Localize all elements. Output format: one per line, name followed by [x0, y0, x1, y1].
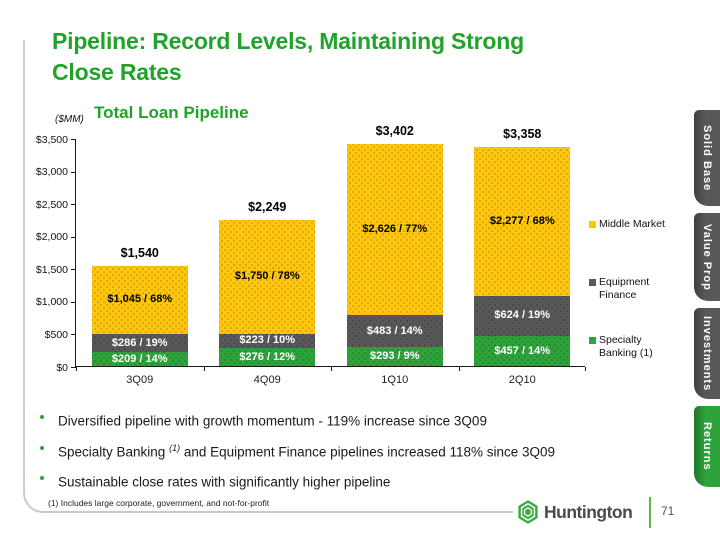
category-label: 3Q09 [126, 374, 154, 386]
bar-segment-label: $223 / 10% [239, 334, 296, 347]
x-tick-mark [458, 367, 460, 371]
legend-swatch-middle-market [589, 221, 596, 228]
legend-swatch-specialty-banking [589, 337, 596, 344]
legend-label: Middle Market [599, 218, 665, 230]
plot-area: $3,500 $3,000 $2,500 $2,000 $1,500 $1,000 $500… [36, 124, 586, 386]
side-tab-label: Solid Base [701, 124, 713, 192]
huntington-hexagon-icon [518, 500, 538, 524]
bullet-dot-icon [40, 476, 44, 480]
bar-segment-label: $457 / 14% [494, 344, 551, 357]
bar-total-label: $2,249 [248, 199, 287, 214]
bar-total-label: $1,540 [120, 245, 159, 260]
y-tick-mark [71, 334, 76, 336]
category-label: 4Q09 [253, 374, 281, 386]
legend-swatch-equipment-finance [589, 279, 596, 286]
bar-segment-label: $276 / 12% [239, 350, 296, 363]
bullet-item: Specialty Banking (1) and Equipment Fina… [38, 438, 686, 463]
bar-segment-label: $483 / 14% [366, 324, 423, 337]
legend-item-equipment-finance: Equipment Finance [589, 276, 679, 302]
y-tick-label: $3,000 [35, 166, 68, 179]
bar-segment-specialty-banking: $457 / 14% [474, 336, 571, 366]
bar-segment-label: $2,277 / 68% [489, 214, 555, 227]
bar-segment-label: $1,750 / 78% [234, 270, 300, 282]
y-tick-mark [71, 236, 76, 238]
bar-segment-specialty-banking: $293 / 9% [346, 346, 443, 366]
bullet-dot-icon [40, 445, 44, 450]
bar-segment-equipment-finance: $223 / 10% [219, 333, 316, 349]
bullet-item: Diversified pipeline with growth momentu… [38, 407, 686, 432]
legend-item-specialty-banking: Specialty Banking (1) [589, 334, 679, 360]
y-tick-label: $500 [44, 328, 68, 341]
side-tab-label: Value Prop [701, 223, 713, 291]
bar-segment-equipment-finance: $624 / 19% [474, 295, 571, 337]
x-tick-mark [585, 367, 586, 371]
side-tab-returns[interactable]: Returns [694, 406, 720, 487]
bar-segment-label: $2,626 / 77% [362, 223, 428, 236]
huntington-wordmark: Huntington [544, 501, 633, 522]
bar-segment-middle-market: $2,626 / 77% [346, 144, 443, 316]
y-tick-label: $2,000 [35, 231, 68, 244]
x-tick-mark [203, 367, 205, 371]
y-tick-label: $0 [56, 361, 68, 374]
bullet-dot-icon [40, 415, 44, 419]
y-tick-mark [71, 204, 76, 206]
legend-label: Equipment Finance [599, 276, 650, 301]
total-loan-pipeline-chart: ($MM) Total Loan Pipeline $3,500 $3,000 $2… [30, 103, 596, 399]
bar-segment-label: $624 / 19% [494, 309, 551, 322]
y-tick-mark [71, 139, 76, 140]
legend-item-middle-market: Middle Market [589, 218, 679, 231]
y-tick-label: $1,000 [35, 296, 68, 309]
bar-segment-label: $293 / 9% [369, 349, 420, 362]
bar-segment-middle-market: $1,750 / 78% [219, 219, 316, 334]
slide-title-line1: Pipeline: Record Levels, Maintaining Str… [52, 28, 524, 54]
page-number-separator [649, 497, 651, 528]
slide-title: Pipeline: Record Levels, Maintaining Str… [52, 26, 672, 88]
category-label: 2Q10 [508, 374, 536, 386]
y-tick-mark [71, 301, 76, 303]
side-tab-value-prop[interactable]: Value Prop [694, 213, 720, 301]
y-tick-label: $2,500 [35, 198, 68, 211]
bullet-text: Diversified pipeline with growth momentu… [58, 413, 487, 429]
y-tick-mark [71, 269, 76, 271]
bar-segment-equipment-finance: $286 / 19% [91, 333, 188, 353]
bullet-list: Diversified pipeline with growth momentu… [38, 407, 686, 499]
bar-segment-middle-market: $1,045 / 68% [91, 265, 188, 334]
x-tick-mark [331, 367, 332, 371]
bullet-text: Sustainable close rates with significant… [58, 474, 391, 490]
bar-segment-label: $286 / 19% [111, 336, 168, 349]
slide-title-line2: Close Rates [52, 59, 182, 85]
y-tick-label: $3,500 [35, 133, 68, 146]
chart-title: Total Loan Pipeline [94, 103, 249, 122]
chart-units-label: ($MM) [55, 114, 84, 125]
bar-segment-middle-market: $2,277 / 68% [474, 147, 571, 296]
bar-segment-specialty-banking: $276 / 12% [219, 348, 316, 366]
category-label: 1Q10 [381, 374, 409, 386]
bullet-text: Specialty Banking (1) and Equipment Fina… [58, 442, 556, 460]
side-tab-investments[interactable]: Investments [694, 308, 720, 399]
legend-label: Specialty Banking (1) [599, 334, 653, 359]
footnote: (1) Includes large corporate, government… [48, 498, 270, 508]
y-tick-mark [71, 367, 76, 368]
bar-total-label: $3,402 [375, 124, 414, 139]
bullet-item: Sustainable close rates with significant… [38, 468, 686, 493]
huntington-logo: Huntington [517, 499, 633, 525]
y-tick-mark [71, 171, 76, 173]
x-tick-mark [76, 367, 77, 371]
bar-total-label: $3,358 [503, 127, 542, 142]
y-tick-label: $1,500 [35, 263, 68, 276]
side-tab-label: Investments [701, 315, 713, 392]
side-tab-solid-base[interactable]: Solid Base [694, 110, 720, 206]
bar-segment-label: $1,045 / 68% [107, 293, 173, 306]
bar-segment-equipment-finance: $483 / 14% [346, 315, 443, 347]
bar-segment-specialty-banking: $209 / 14% [91, 352, 188, 366]
side-tab-label: Returns [701, 422, 713, 471]
bar-segment-label: $209 / 14% [111, 352, 168, 365]
page-number: 71 [661, 504, 675, 518]
